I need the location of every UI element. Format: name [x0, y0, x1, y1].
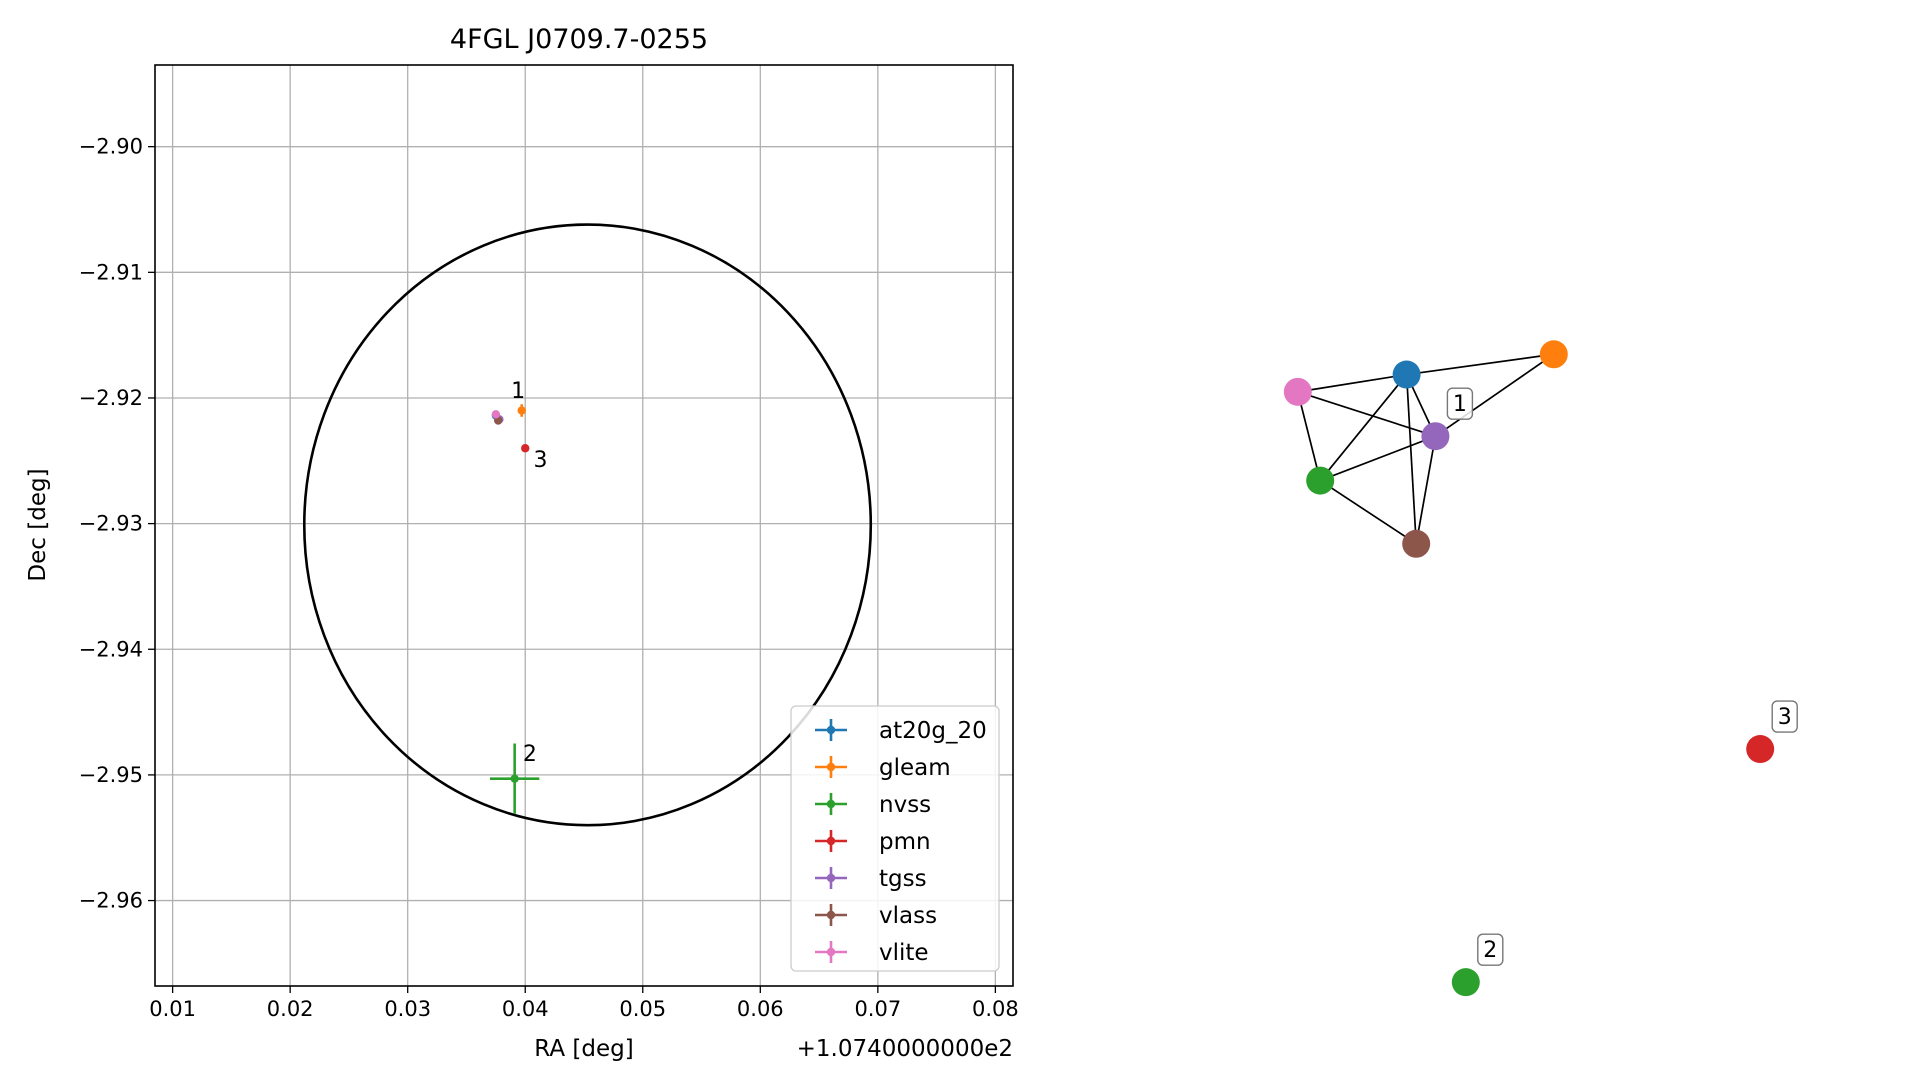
- x-ticks: 0.01 0.02 0.03 0.04 0.05 0.06 0.07 0.08: [149, 986, 1019, 1021]
- legend-entry-gleam: gleam: [815, 755, 951, 781]
- axes-frame: [154, 64, 1014, 987]
- network-nodes: [1283, 340, 1775, 997]
- edge-tgss-vlass: [1415, 436, 1437, 544]
- x-tick-label: 0.03: [384, 997, 431, 1021]
- x-tick-label: 0.07: [854, 997, 901, 1021]
- legend-label-vlass: vlass: [879, 903, 937, 929]
- legend-entry-pmn: pmn: [815, 829, 931, 855]
- node-tgss: [1421, 422, 1450, 451]
- data-points: [489, 404, 540, 814]
- marker-nvss: [510, 774, 519, 783]
- legend-entry-vlass: vlass: [815, 903, 937, 929]
- uncertainty-ellipse-group: [302, 223, 873, 827]
- legend-box: [790, 705, 1000, 972]
- network-label-box-2: [1477, 933, 1504, 966]
- legend-entry-nvss: nvss: [815, 792, 931, 818]
- edge-vlite-nvss_group: [1296, 391, 1322, 481]
- legend-marker-gleam: [826, 762, 836, 772]
- network-edges: [1296, 353, 1555, 545]
- marker-vlite: [491, 410, 501, 419]
- legend-entry-vlite: vlite: [815, 940, 929, 966]
- edge-vlite-tgss: [1297, 391, 1436, 438]
- point-vlite: [491, 410, 501, 419]
- point-nvss: [489, 743, 540, 814]
- network-label-text-3: 3: [1778, 705, 1792, 730]
- node-at20g_20: [1392, 360, 1421, 389]
- legend-label-vlite: vlite: [879, 940, 929, 966]
- uncertainty-ellipse: [302, 223, 873, 827]
- legend-marker-vlass: [826, 910, 836, 920]
- x-offset-label: +1.0740000000e2: [797, 1036, 1013, 1062]
- y-tick-label: −2.92: [79, 386, 143, 410]
- node-pmn: [1746, 735, 1775, 764]
- x-tick-label: 0.04: [502, 997, 549, 1021]
- annotation-3: 3: [533, 448, 547, 473]
- network-panel: 1 2 3: [1283, 340, 1798, 997]
- annotation-2: 2: [523, 742, 537, 767]
- node-vlass: [1402, 529, 1431, 558]
- x-tick-label: 0.08: [972, 997, 1019, 1021]
- network-label-text-2: 2: [1483, 938, 1497, 963]
- y-tick-label: −2.93: [79, 512, 143, 536]
- y-tick-label: −2.95: [79, 763, 143, 787]
- network-label-3: 3: [1771, 700, 1798, 733]
- legend-label-at20g_20: at20g_20: [879, 718, 987, 744]
- y-tick-label: −2.96: [79, 889, 143, 913]
- legend-marker-nvss: [826, 799, 836, 809]
- legend-label-gleam: gleam: [879, 755, 951, 781]
- point-gleam: [517, 404, 526, 417]
- x-tick-label: 0.02: [267, 997, 314, 1021]
- edge-at20g_20-vlass: [1405, 374, 1418, 544]
- y-axis-label: Dec [deg]: [25, 468, 51, 581]
- edge-nvss_group-vlass: [1319, 479, 1417, 545]
- node-gleam: [1539, 340, 1568, 369]
- legend-marker-pmn: [826, 836, 836, 846]
- legend-entry-tgss: tgss: [815, 866, 927, 892]
- network-label-text-1: 1: [1453, 392, 1467, 417]
- legend-marker-at20g_20: [826, 725, 836, 735]
- marker-pmn: [521, 444, 530, 453]
- legend-marker-tgss: [826, 873, 836, 883]
- chart-title: 4FGL J0709.7-0255: [450, 24, 708, 55]
- y-tick-label: −2.91: [79, 260, 143, 284]
- legend-entry-at20g_20: at20g_20: [815, 718, 987, 744]
- y-tick-label: −2.90: [79, 135, 143, 159]
- x-tick-label: 0.06: [737, 997, 784, 1021]
- edge-at20g_20-nvss_group: [1319, 374, 1408, 482]
- y-tick-label: −2.94: [79, 637, 143, 661]
- point-annotations: 1 3 2: [511, 379, 547, 767]
- node-vlite: [1283, 377, 1312, 406]
- edge-gleam-tgss: [1434, 353, 1555, 437]
- network-labels: 1 2 3: [1446, 387, 1798, 966]
- node-nvss: [1451, 968, 1480, 997]
- point-pmn: [521, 444, 530, 453]
- edge-at20g_20-gleam: [1406, 353, 1554, 376]
- x-tick-label: 0.01: [149, 997, 196, 1021]
- edge-nvss_group-tgss: [1319, 435, 1436, 482]
- network-label-2: 2: [1477, 933, 1504, 966]
- network-label-box-1: [1446, 387, 1474, 420]
- network-label-box-3: [1771, 700, 1798, 733]
- scatter-panel: 4FGL J0709.7-0255 132 0.01 0.02 0.03 0.04 0.…: [25, 24, 1019, 1062]
- node-nvss_group: [1306, 466, 1335, 495]
- legend-label-tgss: tgss: [879, 866, 927, 892]
- y-ticks: −2.90 −2.91 −2.92 −2.93 −2.94 −2.95 −2.96: [79, 135, 155, 913]
- annotation-1: 1: [511, 379, 525, 404]
- x-tick-label: 0.05: [619, 997, 666, 1021]
- edge-at20g_20-vlite: [1297, 373, 1407, 393]
- network-label-1: 1: [1446, 387, 1474, 420]
- legend-label-pmn: pmn: [879, 829, 931, 855]
- legend-marker-vlite: [826, 947, 836, 957]
- marker-gleam: [517, 406, 526, 415]
- legend-label-nvss: nvss: [879, 792, 931, 818]
- x-axis-label: RA [deg]: [534, 1036, 633, 1062]
